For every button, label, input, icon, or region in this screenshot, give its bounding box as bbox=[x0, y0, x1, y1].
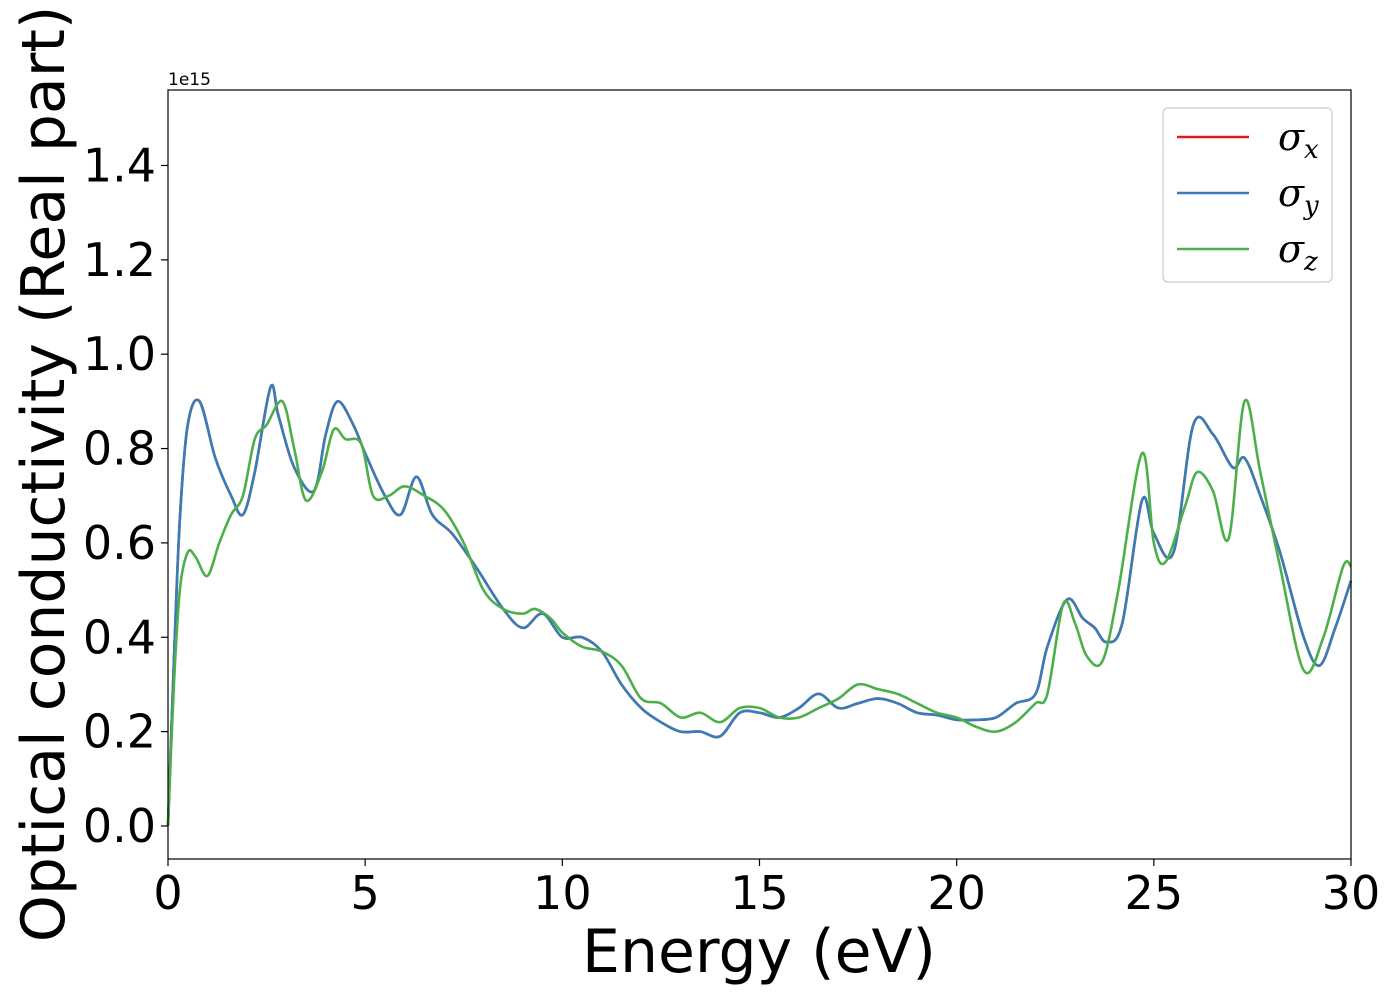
series-line-z bbox=[166, 398, 1353, 827]
y-axis-ticks: 0.0 0.2 0.4 0.6 0.8 1.0 1.2 1.4 bbox=[83, 138, 168, 853]
y-axis-title: Optical conductivity (Real part) bbox=[9, 6, 79, 943]
plot-frame bbox=[167, 89, 1352, 860]
y-tick-label: 0.4 bbox=[83, 610, 156, 664]
x-axis-ticks: 0 5 10 15 20 25 30 bbox=[153, 859, 1380, 920]
y-tick-label: 0.6 bbox=[83, 516, 156, 570]
x-axis-title: Energy (eV) bbox=[582, 917, 936, 987]
y-offset-label: 1e15 bbox=[168, 70, 211, 90]
x-tick-label: 10 bbox=[533, 866, 592, 920]
series-layer bbox=[166, 383, 1353, 827]
y-tick-label: 0.8 bbox=[83, 422, 156, 476]
x-tick-label: 5 bbox=[351, 866, 380, 920]
x-tick-label: 30 bbox=[1322, 866, 1381, 920]
x-tick-label: 0 bbox=[153, 866, 182, 920]
y-tick-label: 1.4 bbox=[83, 138, 156, 192]
y-tick-label: 0.0 bbox=[83, 799, 156, 853]
x-tick-label: 25 bbox=[1125, 866, 1184, 920]
y-tick-label: 1.0 bbox=[83, 327, 156, 381]
y-tick-label: 0.2 bbox=[83, 705, 156, 759]
legend-frame bbox=[1162, 107, 1333, 283]
x-tick-label: 15 bbox=[730, 866, 789, 920]
x-tick-label: 20 bbox=[927, 866, 986, 920]
y-tick-label: 1.2 bbox=[83, 233, 156, 287]
